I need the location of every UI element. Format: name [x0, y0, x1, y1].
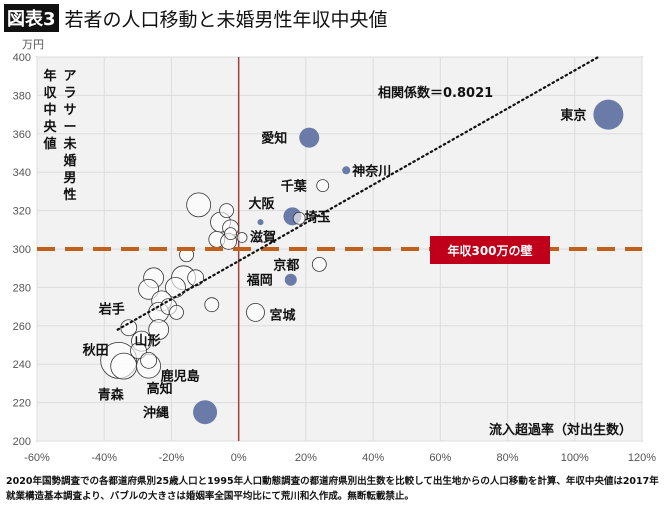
x-tick-label: 120% [628, 452, 656, 464]
bubble-青森 [110, 352, 138, 380]
point-label: 宮城 [269, 307, 295, 323]
y-tick-label: 220 [13, 398, 31, 410]
point-label: 千葉 [281, 179, 308, 195]
bubble-大阪 [257, 219, 264, 226]
bubble-福岡 [284, 273, 297, 286]
point-label: 愛知 [261, 131, 287, 147]
title-text: 若者の人口移動と未婚男性年収中央値 [64, 8, 388, 31]
point-label: 高知 [147, 381, 173, 397]
point-label: 京都 [273, 257, 299, 273]
chart-title: 図表3 若者の人口移動と未婚男性年収中央値 [4, 4, 388, 32]
threshold-label: 年収300万の壁 [447, 243, 532, 258]
point-label: 福岡 [246, 273, 273, 289]
y-axis-label-char: ー [63, 120, 76, 135]
x-tick-label: 60% [429, 452, 451, 464]
bubble-chart: -60% -40% -20% 0% 20% 40% 60% 80% 100% 120% 200 220… [13, 52, 657, 464]
point-label: 埼玉 [304, 209, 330, 225]
point-label: 山形 [135, 333, 161, 349]
x-axis-label: 流入超過率（対出生数） [489, 422, 632, 438]
point-label: 東京 [560, 108, 586, 124]
y-axis-label-char: ラ [63, 86, 76, 101]
trendline [116, 55, 600, 331]
point-label: 鹿児島 [161, 368, 200, 384]
bubble [148, 319, 170, 341]
y-axis-label-char: 婚 [63, 153, 76, 169]
y-tick-label: 380 [13, 90, 31, 102]
bubble [138, 278, 159, 300]
point-label: 神奈川 [352, 163, 391, 179]
y-tick-label: 360 [13, 129, 31, 141]
bubble-京都 [311, 256, 327, 272]
point-label: 青森 [98, 387, 125, 403]
bubble-神奈川 [342, 166, 351, 175]
y-axis-label-char: 性 [63, 187, 76, 203]
bubble-岩手 [120, 319, 138, 337]
x-tick-label: -60% [24, 452, 50, 464]
bubble [224, 227, 238, 241]
y-axis-label-char: 値 [42, 136, 56, 152]
y-axis-label-char: 年 [43, 68, 56, 84]
bubble-滋賀 [236, 232, 248, 243]
y-axis-label-char: 未 [62, 136, 77, 152]
point-label: 滋賀 [250, 229, 276, 245]
y-axis-label-char: 中 [43, 102, 56, 118]
y-axis-label-char: 男 [63, 171, 76, 186]
y-axis-label-char: サ [63, 103, 76, 118]
y-tick-label: 280 [13, 282, 31, 294]
y-axis-label-char: ア [63, 69, 76, 84]
bubble [292, 211, 306, 225]
point-label: 岩手 [98, 302, 125, 318]
y-tick-label: 260 [13, 321, 31, 333]
bubble [204, 297, 220, 313]
x-tick-label: 0% [231, 452, 247, 464]
bubble-愛知 [299, 127, 320, 148]
threshold-badge [430, 236, 550, 264]
y-axis-label-char: 央 [43, 119, 57, 135]
point-label: 大阪 [249, 196, 276, 212]
x-tick-label: -20% [159, 452, 185, 464]
y-tick-label: 300 [13, 244, 31, 256]
x-tick-label: 40% [362, 452, 384, 464]
y-axis-label-char: 収 [43, 86, 57, 101]
x-tick-label: 20% [295, 452, 317, 464]
bubble-宮城 [246, 302, 265, 322]
bubble [219, 203, 234, 219]
y-unit: 万円 [22, 38, 44, 51]
bubble-沖縄 [193, 400, 218, 425]
y-tick-label: 340 [13, 167, 31, 179]
bubble [169, 304, 184, 320]
x-tick-label: -40% [91, 452, 117, 464]
x-tick-label: 80% [497, 452, 519, 464]
footnote: 2020年国勢調査での各都道府県別25歳人口と1995年人口動態調査の都道府県別… [6, 476, 659, 502]
y-tick-label: 240 [13, 359, 31, 371]
correlation-annotation: 相関係数＝0.8021 [378, 85, 493, 101]
x-tick-label: 100% [561, 452, 589, 464]
y-tick-label: 400 [13, 52, 31, 64]
bubble-千葉 [316, 179, 330, 193]
bubble-鹿児島 [140, 351, 157, 369]
bubble [186, 192, 212, 218]
y-tick-label: 320 [13, 206, 31, 218]
point-label: 秋田 [83, 342, 109, 358]
point-label: 沖縄 [143, 405, 169, 421]
bubble-東京 [593, 99, 624, 130]
y-tick-label: 200 [13, 436, 31, 448]
figure-badge: 図表3 [4, 4, 59, 32]
